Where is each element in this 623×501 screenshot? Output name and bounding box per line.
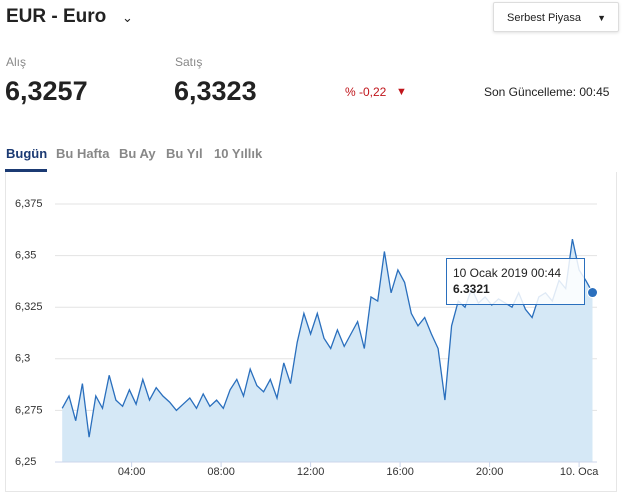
tab[interactable]: Bu Yıl bbox=[166, 146, 203, 161]
active-tab-underline bbox=[5, 169, 47, 172]
currency-title[interactable]: EUR - Euro bbox=[6, 6, 107, 27]
y-tick-label: 6,25 bbox=[15, 456, 36, 468]
x-tick-label: 20:00 bbox=[476, 466, 504, 478]
buy-label: Alış bbox=[6, 55, 27, 69]
y-tick-label: 6,325 bbox=[15, 301, 43, 313]
dropdown-arrow: ▼ bbox=[597, 13, 606, 23]
chevron[interactable]: ⌄ bbox=[122, 10, 133, 25]
x-tick-label: 10. Oca bbox=[560, 466, 599, 478]
x-tick-label: 04:00 bbox=[118, 466, 146, 478]
buy-value: 6,3257 bbox=[5, 76, 88, 106]
change: % -0,22 bbox=[345, 85, 387, 99]
y-tick-label: 6,275 bbox=[15, 404, 43, 416]
chart-frame bbox=[5, 172, 617, 492]
tab[interactable]: Bugün bbox=[6, 146, 48, 161]
tab[interactable]: Bu Ay bbox=[119, 146, 156, 161]
y-tick-label: 6,3 bbox=[15, 353, 30, 365]
tab[interactable]: 10 Yıllık bbox=[214, 146, 263, 161]
x-tick-label: 08:00 bbox=[207, 466, 235, 478]
down-arrow: ▼ bbox=[396, 86, 407, 98]
tooltip: 10 Ocak 2019 00:44 6.3321 bbox=[446, 258, 585, 305]
tooltip-value: 6.3321 bbox=[453, 282, 490, 296]
dropdown-label: Serbest Piyasa bbox=[507, 12, 581, 24]
tooltip-date: 10 Ocak 2019 00:44 bbox=[453, 266, 562, 280]
y-tick-label: 6,35 bbox=[15, 250, 36, 262]
x-tick-label: 16:00 bbox=[386, 466, 414, 478]
market-dropdown[interactable]: Serbest Piyasa ▼ bbox=[493, 2, 619, 32]
y-tick-label: 6,375 bbox=[15, 198, 43, 210]
x-tick-label: 12:00 bbox=[297, 466, 325, 478]
last-updated: Son Güncelleme: 00:45 bbox=[484, 85, 610, 99]
tab[interactable]: Bu Hafta bbox=[56, 146, 110, 161]
sell-value: 6,3323 bbox=[174, 76, 257, 106]
hover-point bbox=[587, 287, 599, 299]
sell-label: Satış bbox=[175, 55, 203, 69]
